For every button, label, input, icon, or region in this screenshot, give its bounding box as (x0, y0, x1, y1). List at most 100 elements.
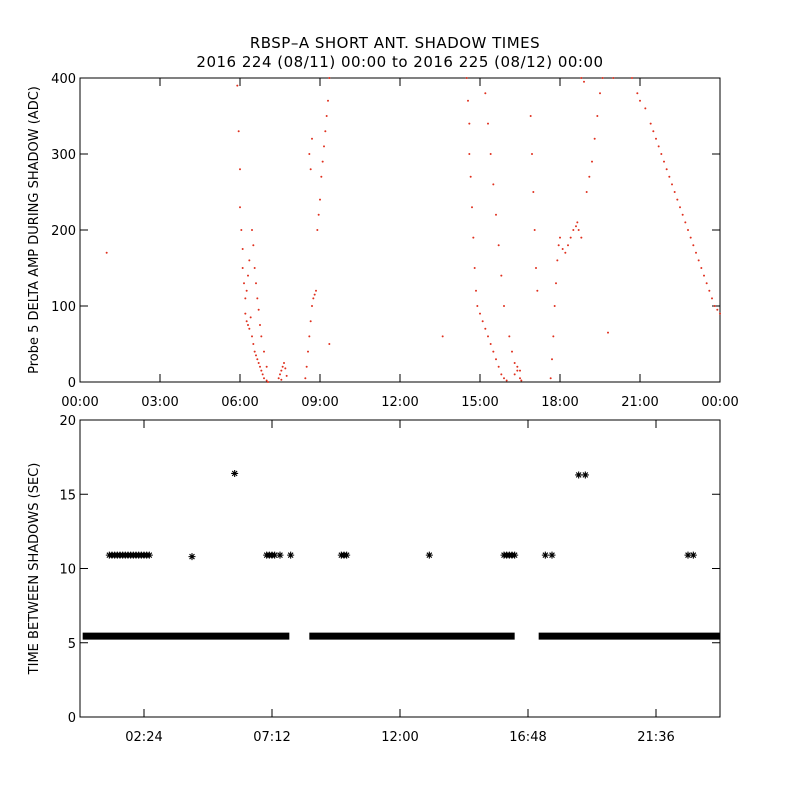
shadow-interval-point (271, 551, 279, 559)
bottom-x-tick-label: 07:12 (253, 730, 290, 745)
shadow-amp-point (711, 297, 713, 300)
shadow-amp-point (248, 259, 251, 262)
top-y-tick-label: 0 (68, 376, 76, 391)
shadow-amp-point (251, 229, 253, 231)
shadow-interval-point (541, 551, 549, 559)
top-x-tick-label: 21:00 (621, 395, 658, 410)
shadow-amp-point (700, 267, 703, 269)
shadow-amp-point (576, 221, 579, 224)
shadow-amp-point (511, 350, 513, 353)
shadow-amp-point (257, 362, 260, 364)
shadow-amp-point (252, 343, 255, 345)
shadow-amp-point (716, 308, 719, 311)
shadow-amp-point (692, 244, 695, 247)
top-y-tick-label: 100 (51, 300, 76, 315)
top-x-tick-label: 06:00 (221, 395, 258, 410)
shadow-amp-point (285, 374, 288, 377)
shadow-amp-point (247, 274, 249, 277)
shadow-amp-point (280, 378, 283, 381)
top-y-axis-label: Probe 5 DELTA AMP DURING SHADOW (ADC) (27, 86, 42, 374)
top-x-tick-label: 03:00 (141, 395, 178, 410)
shadow-amp-point (567, 244, 569, 247)
top-x-tick-label: 09:00 (301, 395, 338, 410)
shadow-amp-point (239, 168, 241, 171)
shadow-amp-point (588, 175, 591, 178)
shadow-amp-point (520, 379, 523, 382)
shadow-amp-point (259, 365, 261, 368)
shadow-amp-point (492, 350, 495, 353)
shadow-amp-point (311, 137, 313, 140)
shadow-amp-point (551, 358, 553, 361)
bottom-x-tick-label: 12:00 (381, 730, 418, 745)
top-scatter-panel: 00:00 03:00 06:00 09:00 12:00 15:00 18:00 21:00… (27, 72, 739, 410)
shadow-interval-point (343, 551, 351, 559)
shadow-amp-point (663, 160, 665, 163)
shadow-amp-point (535, 267, 537, 269)
shadow-amp-point (327, 99, 329, 102)
shadow-amp-point (601, 77, 604, 79)
shadow-amp-point (263, 350, 265, 353)
shadow-amp-point (471, 206, 473, 209)
shadow-amp-point (519, 377, 521, 380)
shadow-amp-point (500, 373, 503, 376)
bottom-y-tick-label: 0 (68, 711, 76, 726)
shadow-amp-point (644, 107, 647, 110)
chart-title-line-2: 2016 224 (08/11) 00:00 to 2016 225 (08/1… (196, 53, 603, 71)
shadow-amp-point (687, 229, 689, 231)
bottom-x-tick-label: 21:36 (637, 730, 674, 745)
shadow-amp-point (265, 365, 268, 368)
shadow-amp-point (256, 358, 259, 361)
shadow-amp-point (309, 168, 312, 171)
shadow-amp-point (328, 77, 331, 79)
shadow-amp-point (283, 362, 285, 364)
shadow-amp-point (468, 153, 471, 155)
shadow-amp-point (484, 92, 487, 95)
bottom-scatter-panel: 02:24 07:12 12:00 16:48 21:36 0 5 10 15 20 TIME BE… (27, 414, 721, 745)
shadow-amp-point (251, 335, 253, 338)
shadow-amp-point (497, 244, 500, 247)
shadow-amp-point (681, 213, 684, 216)
shadow-amp-point (660, 153, 663, 155)
shadow-interval-point (145, 551, 153, 559)
shadow-amp-point (315, 289, 317, 292)
shadow-amp-point (243, 282, 245, 285)
bottom-y-axis-label: TIME BETWEEN SHADOWS (SEC) (27, 463, 42, 676)
shadow-amp-point (612, 77, 615, 79)
shadow-amp-point (237, 130, 240, 133)
shadow-amp-point (257, 308, 260, 311)
shadow-amp-point (580, 236, 583, 239)
shadow-amp-point (561, 248, 564, 250)
shadow-amp-point (559, 236, 561, 239)
shadow-interval-point (581, 471, 589, 479)
shadow-amp-point (495, 213, 497, 216)
shadow-amp-point (593, 137, 596, 140)
shadow-amp-point (503, 305, 505, 307)
shadow-amp-point (657, 145, 660, 148)
top-x-tick-label: 00:00 (61, 395, 98, 410)
shadow-amp-point (240, 229, 243, 231)
shadow-amp-point (319, 198, 321, 201)
shadow-amp-point (580, 77, 583, 79)
shadow-amp-point (468, 122, 471, 125)
shadow-amp-point (652, 130, 655, 133)
shadow-amp-point (253, 350, 256, 353)
shadow-amp-point (676, 198, 679, 201)
shadow-amp-point (599, 92, 601, 95)
shadow-amp-point (705, 282, 708, 285)
shadow-amp-point (308, 153, 311, 155)
shadow-amp-point (689, 236, 692, 239)
shadow-amp-point (469, 175, 472, 178)
shadow-amp-point (241, 267, 244, 269)
shadow-amp-point (557, 244, 560, 247)
shadow-amp-point (555, 282, 557, 285)
shadow-amp-point (255, 354, 257, 357)
shadow-amp-point (583, 80, 585, 83)
shadow-amp-point (277, 377, 280, 380)
shadow-amp-point (473, 267, 476, 269)
shadow-amp-point (239, 206, 241, 209)
top-x-tick-label: 12:00 (381, 395, 418, 410)
shadow-amp-point (572, 229, 575, 231)
bottom-y-tick-label: 20 (59, 414, 76, 429)
shadow-amp-point (671, 183, 673, 186)
shadow-amp-point (591, 160, 593, 163)
